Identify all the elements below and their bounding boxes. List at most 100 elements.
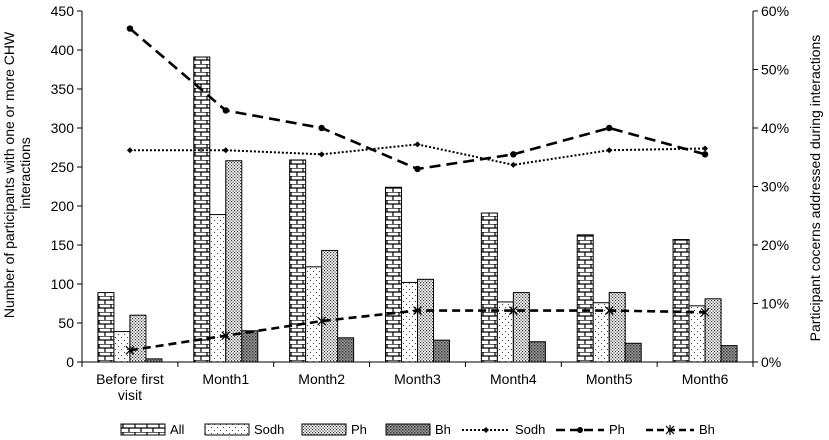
legend-label-sodh-bar: Sodh [254, 422, 284, 437]
y-left-tick-label: 250 [51, 159, 75, 175]
x-tick-label: Month1 [202, 371, 249, 387]
legend-label-ph-line: Ph [609, 422, 625, 437]
y-right-tick-label: 30% [761, 179, 789, 195]
legend-swatch-sodh-bar [204, 423, 250, 436]
point-ph-7 [701, 151, 709, 158]
point-bh-5 [508, 305, 518, 316]
legend-item-sodh-bar: Sodh [204, 422, 284, 437]
legend-label-bh-bar: Bh [435, 422, 451, 437]
point-sodh-4 [414, 141, 421, 148]
bar-ph-4 [417, 278, 434, 363]
x-tick-label-line: Month1 [202, 371, 249, 387]
bar-ph-5 [512, 292, 530, 363]
legend-marker-circle-icon [577, 427, 583, 433]
x-tick-label: Before first visit [96, 371, 164, 403]
point-sodh-1 [126, 147, 133, 154]
y-left-tick-label: 100 [51, 276, 75, 292]
point-bh-7 [700, 307, 710, 318]
bar-sodh-1 [113, 331, 131, 363]
x-tick-label: Month4 [490, 371, 537, 387]
y-left-tick-label: 450 [51, 3, 75, 19]
legend-item-bh-line: Bh [646, 422, 715, 437]
x-tick-label-line: Month2 [298, 371, 345, 387]
point-ph-1 [126, 25, 134, 32]
bar-bh-2 [241, 330, 259, 363]
bar-all-6 [576, 234, 594, 363]
bar-bh-5 [528, 341, 546, 363]
bar-all-2 [193, 56, 211, 363]
y-left-tick-label: 50 [58, 315, 74, 331]
point-ph-3 [318, 124, 325, 132]
bar-ph-3 [321, 249, 339, 363]
x-tick-label: Month3 [394, 371, 441, 387]
legend-item-sodh-line: Sodh [462, 422, 545, 437]
point-ph-2 [222, 107, 229, 114]
y-left-tick-label: 300 [51, 120, 75, 136]
point-sodh-2 [222, 147, 229, 154]
x-tick-label-line: Month6 [682, 371, 729, 387]
y-right-tick-label: 10% [761, 296, 789, 312]
point-bh-3 [317, 316, 327, 327]
x-tick-label-line: Before first [96, 371, 164, 387]
point-sodh-3 [318, 151, 325, 158]
bar-sodh-4 [401, 281, 418, 363]
y-right-tick-label: 60% [761, 3, 789, 19]
legend-label-ph-bar: Ph [351, 422, 367, 437]
y-right-axis-title: Participant cocerns addressed during int… [807, 35, 823, 342]
bar-sodh-3 [305, 266, 323, 363]
legend: All Sodh Ph Bh Sodh Ph Bh [120, 422, 715, 437]
legend-marker-asterisk-icon [665, 425, 675, 435]
y-right-tick-label: 20% [761, 237, 789, 253]
legend-swatch-bh-bar [385, 423, 431, 436]
x-tick-label: Month2 [298, 371, 345, 387]
x-tick-label-line: Month3 [394, 371, 441, 387]
bar-all-3 [289, 159, 307, 363]
y-left-tick-label: 400 [51, 42, 75, 58]
point-sodh-5 [510, 161, 517, 168]
point-bh-6 [604, 305, 614, 316]
axes: 0 50 100 150 200 250 300 350 400 450 0% 10% 20% 30% 40… [51, 3, 789, 403]
bar-bh-1 [145, 358, 163, 363]
bar-all-4 [385, 186, 402, 363]
legend-label-bh-line: Bh [699, 422, 715, 437]
bar-sodh-2 [209, 214, 227, 363]
y-left-tick-label: 200 [51, 198, 75, 214]
legend-label-all: All [170, 422, 185, 437]
legend-swatch-all [120, 423, 166, 436]
bars [97, 56, 738, 363]
line-sodh [129, 143, 706, 166]
bar-ph-6 [608, 292, 626, 363]
bar-ph-1 [129, 314, 147, 363]
point-ph-5 [510, 151, 517, 158]
y-right-tick-label: 0% [761, 354, 781, 370]
bar-ph-7 [704, 298, 722, 363]
x-tick-label-line: Month5 [586, 371, 633, 387]
point-ph-4 [414, 165, 421, 173]
point-bh-2 [221, 330, 231, 341]
y-left-axis-title-line-2: interactions [17, 137, 33, 209]
legend-swatch-ph-bar [301, 423, 347, 436]
legend-marker-diamond-icon [483, 427, 489, 433]
bar-all-1 [97, 292, 115, 363]
lines [125, 25, 710, 356]
bar-bh-7 [720, 345, 738, 363]
point-sodh-7 [702, 145, 709, 152]
x-tick-label-line: visit [118, 387, 142, 403]
bar-bh-6 [624, 342, 642, 363]
bar-all-5 [480, 212, 498, 363]
point-bh-4 [413, 305, 422, 316]
point-ph-6 [606, 124, 613, 132]
y-right-tick-label: 50% [761, 62, 789, 78]
bar-bh-3 [337, 337, 355, 363]
bar-ph-2 [225, 160, 243, 363]
line-ph [129, 27, 706, 171]
legend-item-all: All [120, 422, 185, 437]
y-left-axis-title-line-1: Number of participants with one or more … [1, 31, 17, 318]
x-tick-label: Month6 [682, 371, 729, 387]
bar-all-7 [672, 239, 690, 363]
point-sodh-6 [606, 147, 613, 154]
legend-item-bh-bar: Bh [385, 422, 451, 437]
x-tick-label: Month5 [586, 371, 633, 387]
legend-item-ph-line: Ph [556, 422, 625, 437]
